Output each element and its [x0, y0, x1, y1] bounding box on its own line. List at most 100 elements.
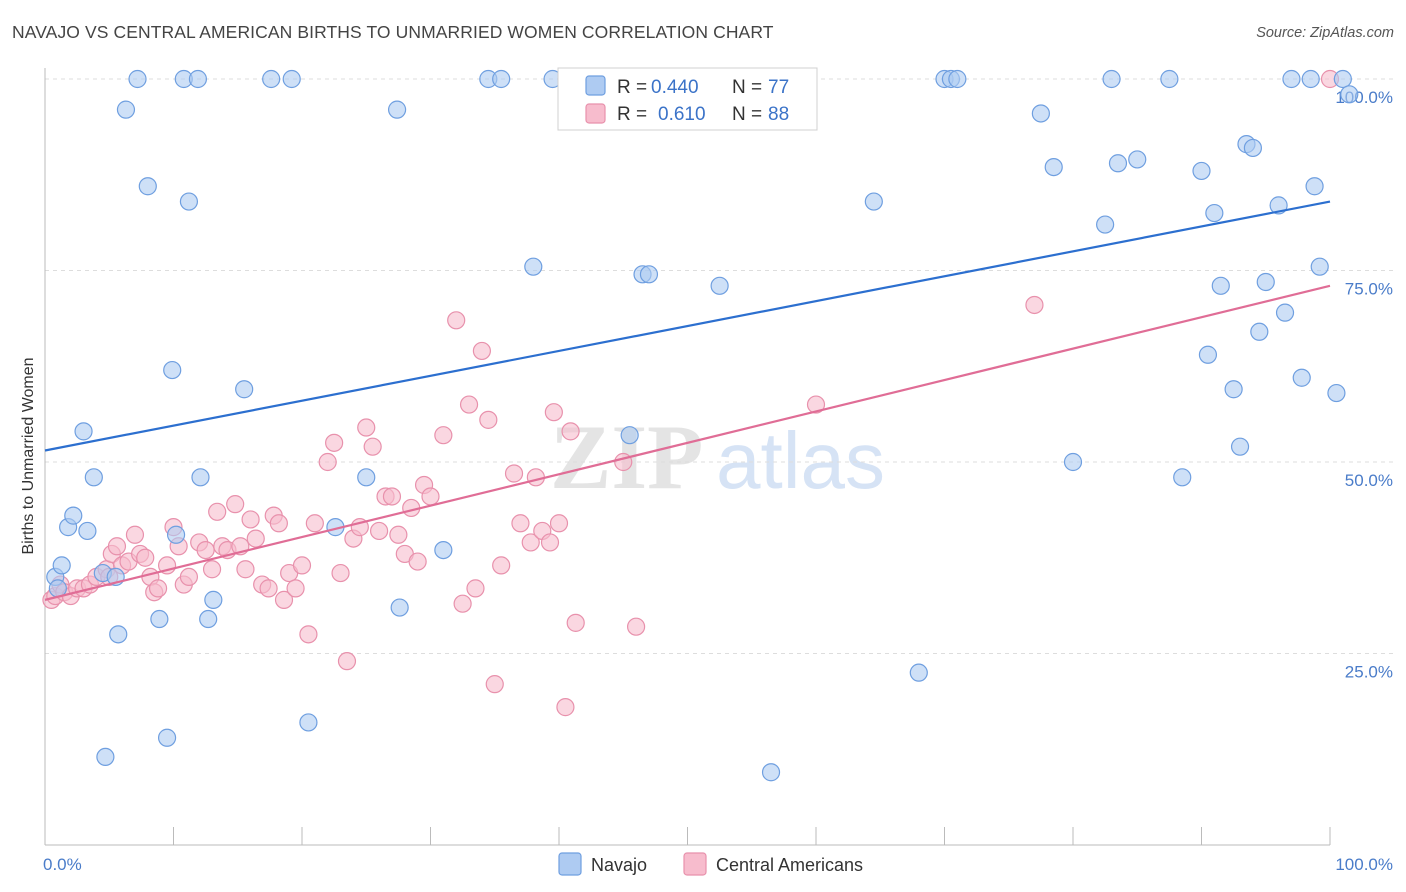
central-american-point [179, 567, 199, 587]
navajo-point [1211, 276, 1230, 295]
central-american-point [331, 563, 350, 583]
navajo-point [96, 747, 115, 767]
bottom-legend-navajo: Navajo [591, 855, 647, 875]
bottom-legend-central-americans: Central Americans [716, 855, 863, 875]
navajo-point [390, 598, 409, 617]
series-legend: Navajo Central Americans [558, 852, 863, 876]
navajo-point [864, 192, 883, 211]
correlation-legend: R = 0.440 N = 77 R = 0.610 N = 88 [557, 67, 818, 131]
central-american-point [274, 590, 294, 609]
central-american-point [226, 495, 245, 514]
central-american-point [561, 422, 580, 441]
navajo-point [761, 763, 781, 782]
central-american-point [236, 560, 255, 579]
navajo-point [1333, 69, 1352, 89]
navajo-point [1198, 345, 1218, 364]
central-american-point [806, 395, 826, 414]
y-tick-label: 50.0% [1345, 471, 1393, 490]
navajo-point [639, 265, 659, 284]
navajo-point [1108, 154, 1128, 173]
central-american-point [382, 487, 402, 506]
navajo-point [1327, 383, 1346, 403]
central-american-point [363, 437, 382, 456]
central-american-point [241, 510, 260, 529]
central-american-point [246, 529, 265, 548]
navajo-point [157, 728, 177, 747]
navajo-points [46, 69, 1359, 782]
central-american-point [511, 514, 530, 533]
bottom-legend-swatch-central-americans [683, 852, 707, 876]
y-tick-label: 25.0% [1345, 663, 1393, 682]
legend-r-label-central: R = [617, 104, 647, 125]
navajo-point [909, 663, 928, 682]
central-american-point [357, 418, 376, 437]
central-american-point [269, 514, 288, 533]
source-attribution: Source: ZipAtlas.com [1256, 25, 1394, 41]
navajo-point [1063, 452, 1083, 472]
central-american-point [370, 521, 389, 541]
central-american-point [125, 525, 145, 544]
navajo-point [1205, 203, 1224, 223]
navajo-point [262, 69, 281, 89]
navajo-point [1192, 161, 1211, 181]
central-american-point [107, 537, 127, 556]
central-american-point [447, 311, 466, 330]
central-american-point [408, 552, 427, 571]
central-americans-trend-line [44, 284, 1331, 601]
chart-title: NAVAJO VS CENTRAL AMERICAN BIRTHS TO UNM… [12, 22, 774, 42]
navajo-point [64, 506, 83, 525]
central-american-point [1025, 295, 1044, 315]
central-american-point [325, 433, 344, 452]
navajo-point [1224, 380, 1243, 399]
navajo-point [1275, 303, 1295, 322]
central-american-point [544, 403, 563, 422]
legend-swatch-central-americans [585, 103, 606, 124]
navajo-point [78, 521, 97, 541]
central-american-point [202, 560, 222, 579]
central-american-point [566, 613, 585, 632]
central-american-point [521, 533, 540, 552]
central-american-point [549, 514, 569, 533]
central-american-point [556, 698, 575, 717]
navajo-point [138, 177, 157, 196]
navajo-point [1243, 138, 1263, 158]
axes [44, 68, 1331, 846]
navajo-point [282, 69, 301, 89]
watermark-atlas: atlas [716, 416, 885, 505]
central-american-point [526, 468, 545, 487]
navajo-point [128, 69, 147, 89]
y-axis-label: Births to Unmarried Women [20, 357, 37, 554]
navajo-point [357, 468, 376, 487]
navajo-point [204, 590, 223, 609]
legend-swatch-navajo [585, 75, 606, 96]
x-tick-label-min: 0.0% [43, 855, 82, 874]
central-american-point [292, 556, 312, 575]
x-tick-label-max: 100.0% [1335, 855, 1393, 874]
navajo-point [1102, 69, 1121, 89]
navajo-point [434, 540, 453, 560]
navajo-point [166, 525, 186, 544]
central-american-point [305, 514, 324, 533]
navajo-point [191, 468, 210, 487]
navajo-point [1160, 69, 1179, 89]
navajo-point [150, 609, 169, 629]
navajo-point [1250, 322, 1269, 341]
central-american-point [286, 579, 305, 598]
navajo-point [948, 69, 967, 89]
legend-n-value-navajo: 77 [768, 77, 789, 98]
navajo-point [1292, 368, 1311, 387]
navajo-point [188, 69, 208, 89]
central-american-point [148, 579, 168, 598]
legend-n-value-central: 88 [768, 104, 789, 125]
navajo-point [710, 276, 729, 295]
navajo-point [199, 609, 218, 629]
navajo-point [492, 69, 511, 89]
central-american-point [434, 426, 453, 445]
central-american-point [299, 625, 318, 644]
navajo-point [1096, 215, 1115, 234]
central-american-point [421, 487, 440, 506]
legend-n-label-central: N = [732, 104, 762, 125]
navajo-trend-line [44, 200, 1331, 452]
navajo-point [1305, 177, 1324, 196]
bottom-legend-swatch-navajo [558, 852, 582, 876]
